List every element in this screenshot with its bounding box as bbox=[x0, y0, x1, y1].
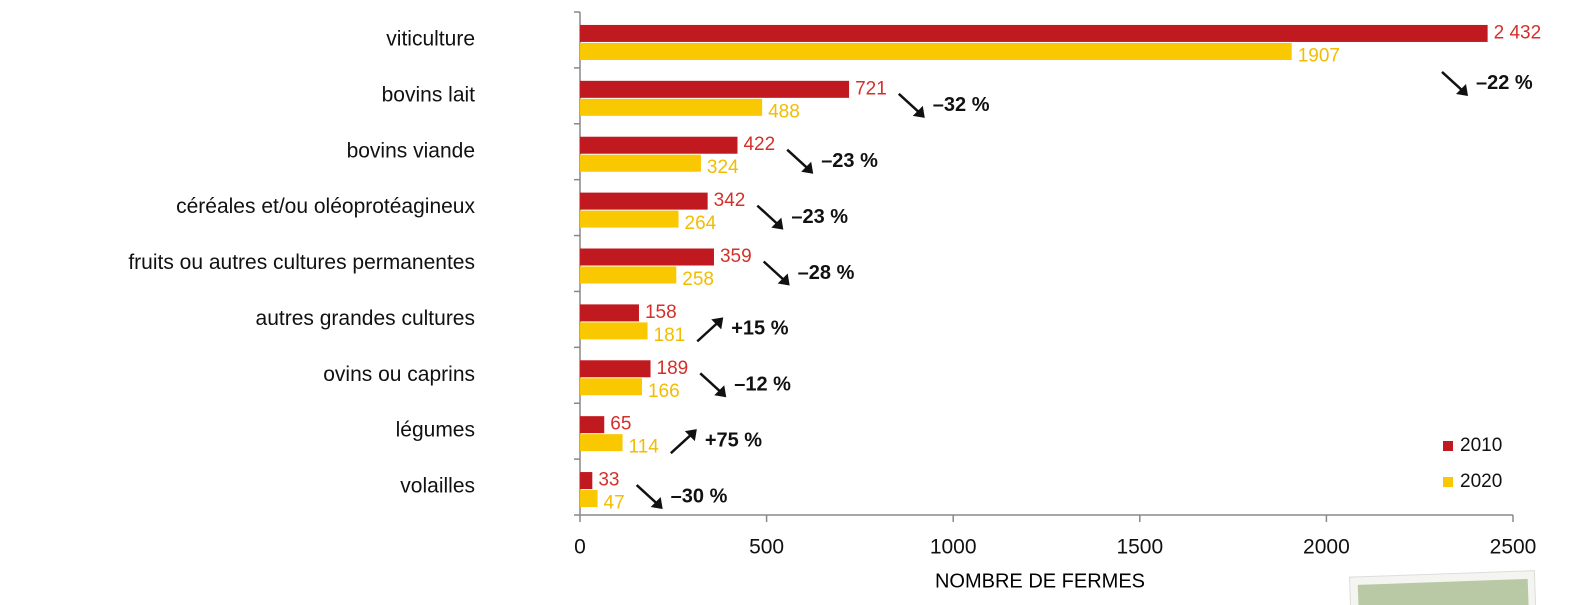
value-label: 422 bbox=[743, 134, 775, 155]
legend-label: 2010 bbox=[1460, 435, 1502, 456]
change-annotation: –22 % bbox=[1442, 72, 1533, 96]
value-label: 2 432 bbox=[1494, 22, 1542, 43]
change-annotation: –32 % bbox=[899, 94, 990, 118]
bar bbox=[580, 434, 623, 451]
category-label: viticulture bbox=[386, 27, 475, 50]
bar bbox=[580, 360, 651, 377]
value-label: 158 bbox=[645, 302, 677, 323]
photo-thumbnail bbox=[1349, 571, 1535, 605]
value-label: 114 bbox=[629, 437, 660, 458]
value-label: 181 bbox=[654, 325, 686, 346]
category-label: bovins viande bbox=[347, 139, 475, 162]
bar bbox=[580, 378, 642, 395]
category-label: autres grandes cultures bbox=[256, 307, 475, 330]
change-annotation: –12 % bbox=[700, 373, 791, 397]
change-label: –23 % bbox=[791, 206, 848, 228]
chart: NOMBRE DE FERMES 0 500 1000 1500 2000 2500 vit… bbox=[0, 0, 1591, 605]
bar bbox=[580, 416, 604, 433]
bar bbox=[580, 155, 701, 172]
value-label: 488 bbox=[768, 101, 800, 122]
x-tick-label: 2500 bbox=[1490, 536, 1537, 559]
change-annotation: +75 % bbox=[671, 429, 762, 453]
change-label: –12 % bbox=[734, 374, 791, 396]
value-label: 33 bbox=[598, 470, 619, 491]
change-label: –28 % bbox=[798, 262, 855, 284]
value-label: 1907 bbox=[1298, 45, 1340, 66]
bar bbox=[580, 322, 648, 339]
change-label: –30 % bbox=[671, 485, 728, 507]
bar bbox=[580, 490, 598, 507]
x-tick-label: 0 bbox=[574, 536, 586, 559]
change-label: +15 % bbox=[731, 318, 788, 340]
value-label: 189 bbox=[657, 358, 689, 379]
bar bbox=[580, 267, 676, 284]
change-annotation: –23 % bbox=[787, 150, 878, 174]
legend-swatch bbox=[1443, 441, 1453, 451]
x-tick-label: 500 bbox=[749, 536, 784, 559]
change-label: –22 % bbox=[1476, 72, 1533, 94]
category-label: céréales et/ou oléoprotéagineux bbox=[176, 195, 475, 218]
category-label: bovins lait bbox=[382, 83, 476, 106]
value-label: 65 bbox=[610, 414, 631, 435]
value-label: 324 bbox=[707, 157, 739, 178]
x-tick-label: 2000 bbox=[1303, 536, 1350, 559]
x-tick-label: 1500 bbox=[1116, 536, 1163, 559]
category-label: légumes bbox=[396, 419, 475, 442]
bar bbox=[580, 99, 762, 116]
category-label: ovins ou caprins bbox=[323, 363, 475, 386]
change-label: –23 % bbox=[821, 150, 878, 172]
value-label: 166 bbox=[648, 381, 680, 402]
category-label: fruits ou autres cultures permanentes bbox=[128, 251, 475, 274]
bar bbox=[580, 193, 708, 210]
bar bbox=[580, 211, 679, 228]
category-label: volailles bbox=[400, 475, 475, 498]
x-tick-label: 1000 bbox=[930, 536, 977, 559]
change-annotation: –23 % bbox=[757, 206, 848, 230]
legend-label: 2020 bbox=[1460, 471, 1502, 492]
value-label: 47 bbox=[604, 493, 625, 514]
change-annotation: –28 % bbox=[764, 262, 855, 286]
bar bbox=[580, 43, 1292, 60]
value-label: 258 bbox=[682, 269, 714, 290]
legend-swatch bbox=[1443, 477, 1453, 487]
value-label: 264 bbox=[685, 213, 717, 234]
value-label: 342 bbox=[714, 190, 746, 211]
change-label: +75 % bbox=[705, 429, 762, 451]
change-annotation: –30 % bbox=[637, 485, 728, 509]
bar bbox=[580, 304, 639, 321]
bar bbox=[580, 472, 592, 489]
value-label: 359 bbox=[720, 246, 752, 267]
bar bbox=[580, 81, 849, 98]
x-axis-label: NOMBRE DE FERMES bbox=[935, 570, 1145, 592]
value-label: 721 bbox=[855, 78, 887, 99]
bar bbox=[580, 137, 737, 154]
change-label: –32 % bbox=[933, 94, 990, 116]
change-annotation: +15 % bbox=[697, 317, 788, 341]
bar bbox=[580, 249, 714, 266]
bar bbox=[580, 25, 1488, 42]
